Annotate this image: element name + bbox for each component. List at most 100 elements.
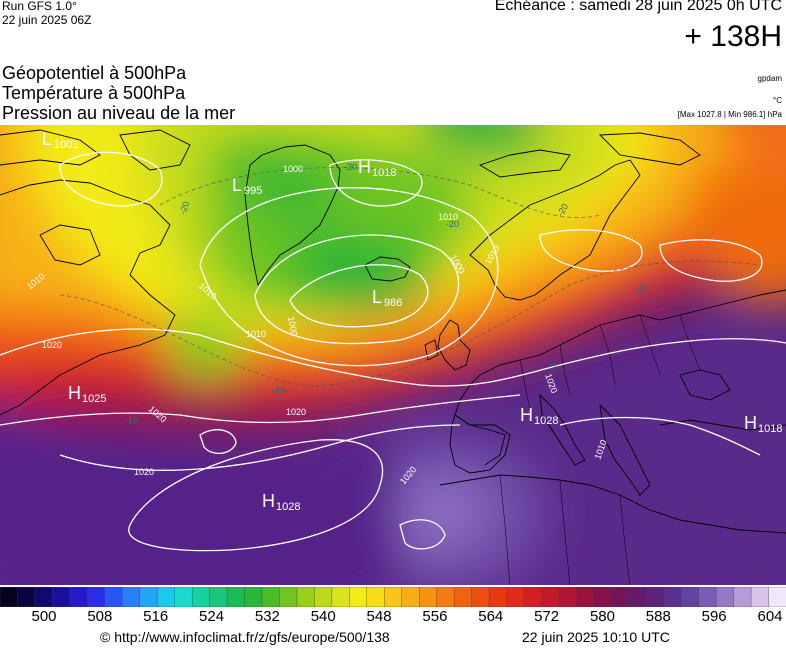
color-scale-swatch [139,586,158,608]
color-scale-swatch [558,586,578,608]
color-scale-swatch [331,586,351,608]
svg-text:H: H [520,405,533,425]
isobar-label: 1010 [246,329,266,339]
color-scale-tick-label: 524 [199,608,225,625]
temp-label: -20 [446,219,459,229]
color-scale-swatch [750,586,770,608]
color-scale-tick-label: 500 [31,608,57,625]
color-scale-swatch [0,586,19,608]
color-scale-swatch [419,586,438,608]
color-scale-tick-label: 548 [366,608,392,625]
color-scale-swatch [576,586,595,608]
color-scale-swatch [87,586,106,608]
color-scale-swatch [34,586,54,608]
color-scale-swatch [593,586,613,608]
color-scale-tick-label: 580 [589,608,615,625]
svg-text:H: H [744,413,757,433]
color-scale-swatch [698,586,717,608]
color-scale-tick-label: 540 [310,608,336,625]
high-center-1018-north: H 1018 [358,157,396,179]
title-geopotential: Géopotentiel à 500hPa [2,63,187,83]
color-scale-swatch [226,586,246,608]
color-scale-swatch [401,586,420,608]
coastlines [0,129,786,585]
color-scale-tick-label: 572 [534,608,560,625]
svg-text:L: L [232,175,242,195]
color-scale-tick-label: 588 [645,608,671,625]
isobar-label: 1010 [438,212,458,222]
color-scale-swatch [715,586,735,608]
generation-timestamp: 22 juin 2025 10:10 UTC [522,629,670,645]
color-scale-swatch [681,586,700,608]
run-label: Run GFS 1.0° [2,0,77,13]
title-pressure: Pression au niveau de la mer [2,103,236,123]
isobars [0,151,786,552]
weather-map: L 1001 L 995 H 1018 L 986 H 1025 H 1028 H 1018 … [0,125,786,585]
color-scale-swatch [471,586,490,608]
run-date: 22 juin 2025 06Z [2,13,92,27]
color-scale-swatch [209,586,228,608]
high-center-1028-europe: H 1028 [520,405,558,427]
color-scale-swatch [506,586,525,608]
color-scale-swatch [122,586,141,608]
temp-label: -20 [272,385,285,395]
color-scale-swatch [646,586,665,608]
color-scale-swatch [261,586,281,608]
source-url[interactable]: © http://www.infoclimat.fr/z/gfs/europe/… [100,629,390,645]
color-scale-swatch [366,586,385,608]
color-scale-swatch [279,586,298,608]
color-scale-swatch [296,586,316,608]
color-scale-swatch [733,586,752,608]
isobar-label: 1020 [42,340,62,350]
isotherms [59,167,761,387]
color-scale-svg [0,586,786,608]
color-scale-swatch [453,586,473,608]
title-temperature: Température à 500hPa [2,83,186,103]
svg-text:L: L [42,129,52,149]
unit-gpdam: gpdam [757,74,782,83]
svg-text:1001: 1001 [54,139,78,151]
color-scale-swatch [488,586,508,608]
color-scale-tick-label: 596 [701,608,727,625]
color-scale-swatch [17,586,36,608]
color-scale-swatch [349,586,368,608]
svg-text:1028: 1028 [276,501,300,513]
svg-text:1018: 1018 [758,423,782,435]
svg-text:995: 995 [244,185,262,197]
low-center-986: L 986 [372,287,402,309]
temp-label: -20 [344,162,357,172]
map-canvas: L 1001 L 995 H 1018 L 986 H 1025 H 1028 H 1018 … [0,125,786,585]
isobar-label: 1000 [283,164,303,174]
isobar-label: 1000 [286,316,299,337]
color-scale-swatch [436,586,455,608]
color-scale-swatch [69,586,89,608]
color-scale-swatch [174,586,193,608]
temp-label: -20 [177,200,191,216]
color-scale-swatch [384,586,403,608]
high-center-1025: H 1025 [68,383,106,405]
low-center-1001: L 1001 [42,129,78,151]
color-scale-swatch [541,586,560,608]
color-scale-swatch [52,586,71,608]
high-center-1028-atlantic: H 1028 [262,491,300,513]
color-scale-swatch [191,586,211,608]
color-scale-tick-label: 564 [478,608,504,625]
svg-text:L: L [372,287,382,307]
color-scale-swatch [156,586,176,608]
pressure-range: [Max 1027.8 | Min 986.1] hPa [677,110,782,119]
color-scale-ticks: 500 508 516 524 532 540 548 556 564 572 580 588 596 6… [0,608,786,628]
color-scale-swatch [104,586,123,608]
color-scale-swatch [314,586,333,608]
isobar-label: 1020 [134,467,154,477]
color-scale-swatch [663,586,682,608]
geopotential-field [0,125,786,585]
isobar-label: 1020 [286,407,306,417]
svg-text:1018: 1018 [372,167,396,179]
unit-celsius: °C [773,96,782,105]
svg-text:1025: 1025 [82,393,106,405]
color-scale-swatch [611,586,630,608]
low-center-995: L 995 [232,175,262,197]
lead-time: + 138H [684,20,782,53]
color-scale-swatch [768,586,786,608]
color-scale-tick-label: 508 [87,608,113,625]
